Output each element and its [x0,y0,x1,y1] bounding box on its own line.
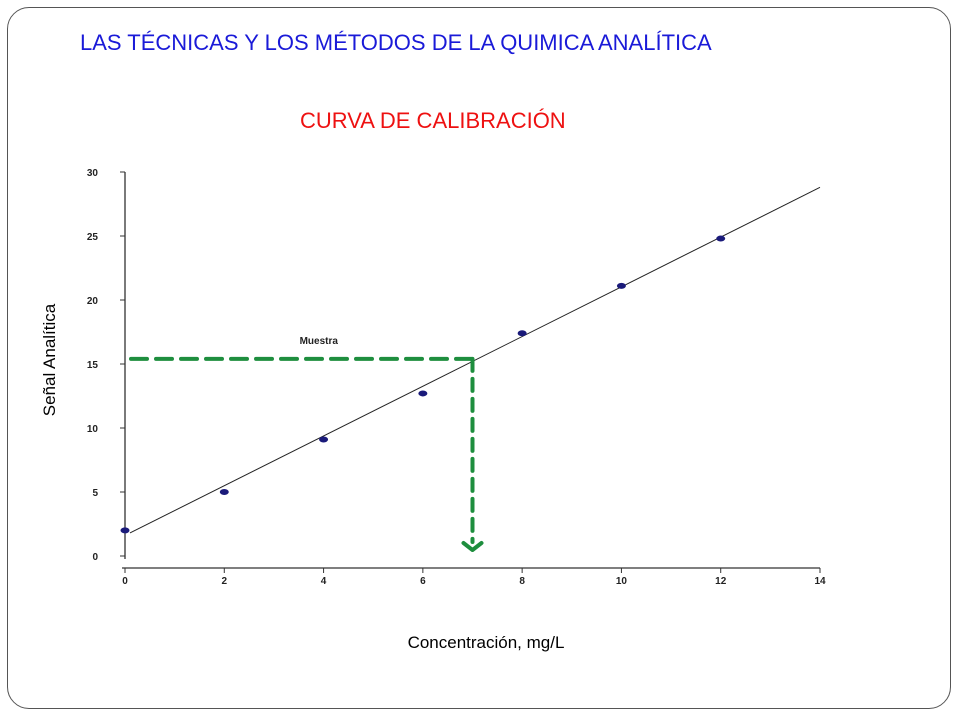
data-point [319,436,329,443]
y-tick-label: 5 [92,488,98,499]
data-point [219,489,229,495]
data-point [716,235,726,242]
y-tick-label: 25 [87,232,99,243]
x-tick-label: 6 [420,576,426,587]
y-tick-label: 10 [87,424,99,435]
y-tick-label: 20 [87,296,99,307]
x-tick-label: 4 [321,576,327,587]
x-tick-label: 14 [814,576,826,587]
data-point [418,390,428,397]
y-tick-label: 0 [92,552,98,563]
data-point [120,527,130,534]
sample-label: Muestra [300,336,339,347]
data-point [616,282,626,289]
slide-frame [7,7,951,709]
y-tick-label: 30 [87,168,99,179]
x-tick-label: 2 [222,576,228,587]
chart-title: CURVA DE CALIBRACIÓN [300,108,566,133]
x-tick-label: 8 [519,576,525,587]
x-axis-title: Concentración, mg/L [407,633,565,652]
data-point [517,330,527,337]
x-tick-label: 12 [715,576,727,587]
y-tick-label: 15 [87,360,99,371]
sample-arrow-head [461,541,484,552]
slide-title: LAS TÉCNICAS Y LOS MÉTODOS DE LA QUIMICA… [80,30,712,55]
calibration-line [129,186,821,534]
x-tick-label: 0 [122,576,128,587]
x-tick-label: 10 [616,576,628,587]
